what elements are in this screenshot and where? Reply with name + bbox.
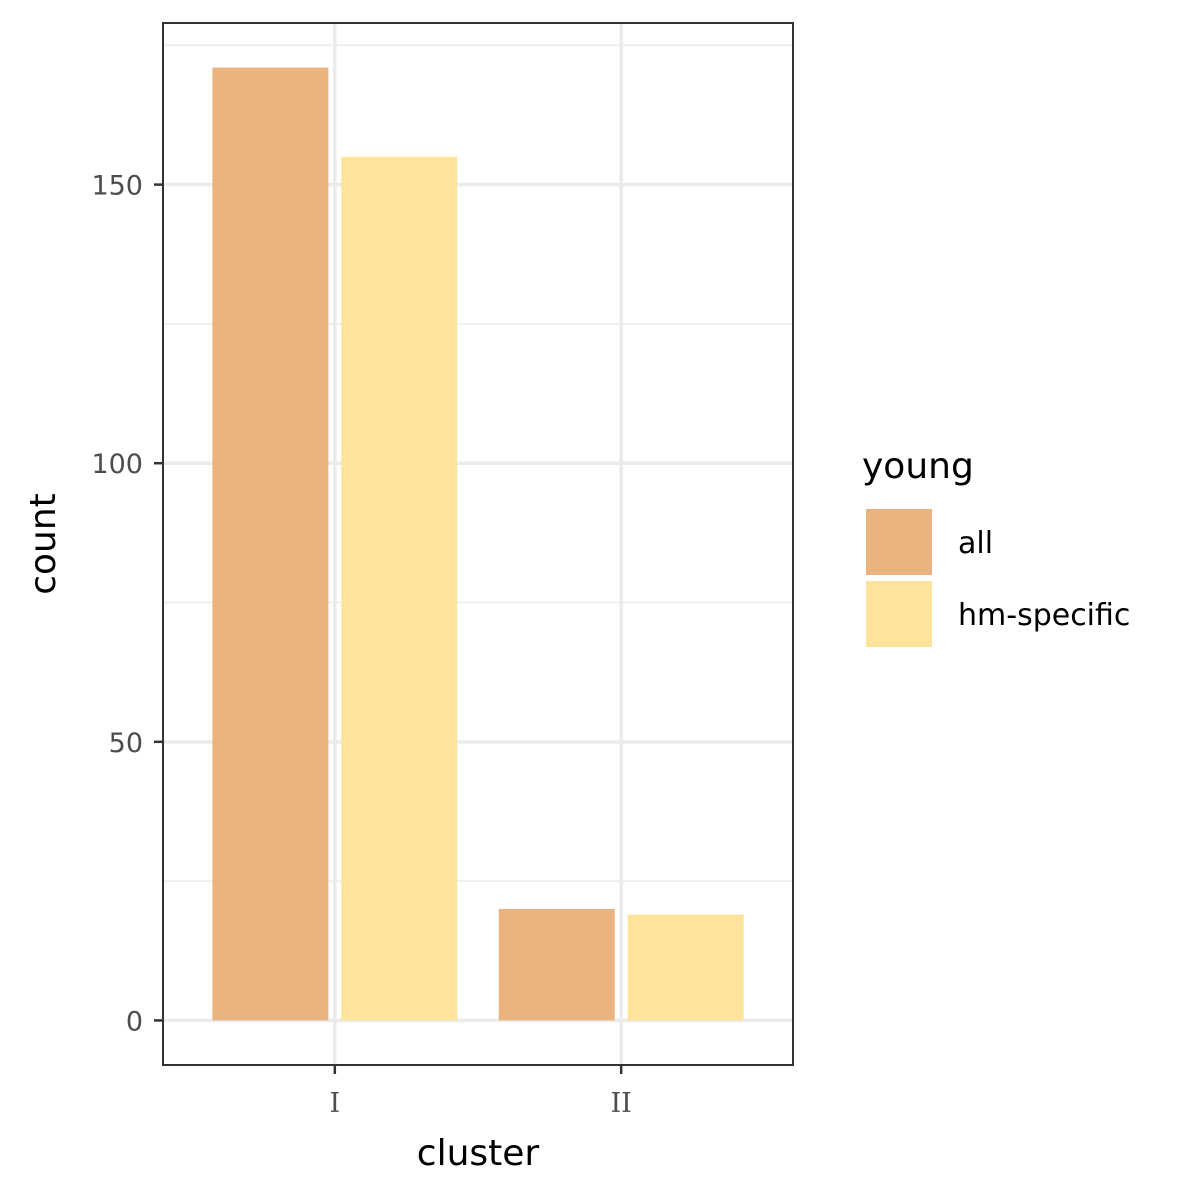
legend-key-all bbox=[866, 509, 932, 575]
bars bbox=[212, 67, 744, 1021]
bar-hm-specific-I bbox=[341, 156, 458, 1021]
legend-items: all hm-specific bbox=[866, 509, 1130, 647]
x-tick-label: II bbox=[611, 1088, 632, 1119]
y-tick-label: 50 bbox=[109, 728, 143, 759]
y-tick-label: 100 bbox=[91, 449, 143, 480]
x-axis-title: cluster bbox=[417, 1133, 540, 1174]
y-tick-label: 150 bbox=[91, 171, 143, 202]
x-tick-label: I bbox=[329, 1088, 340, 1119]
legend-label: all bbox=[958, 526, 993, 561]
y-axis-title: count bbox=[23, 493, 64, 595]
y-tick-label: 0 bbox=[126, 1006, 143, 1037]
bar-all-II bbox=[498, 908, 615, 1021]
bar-hm-specific-II bbox=[627, 914, 744, 1021]
legend-key-hm-specific bbox=[866, 581, 932, 647]
legend: young all hm-specific bbox=[862, 446, 1130, 647]
panel-border bbox=[162, 22, 794, 1066]
legend-label: hm-specific bbox=[958, 598, 1130, 633]
legend-title: young bbox=[862, 446, 974, 487]
bar-all-I bbox=[212, 67, 329, 1021]
